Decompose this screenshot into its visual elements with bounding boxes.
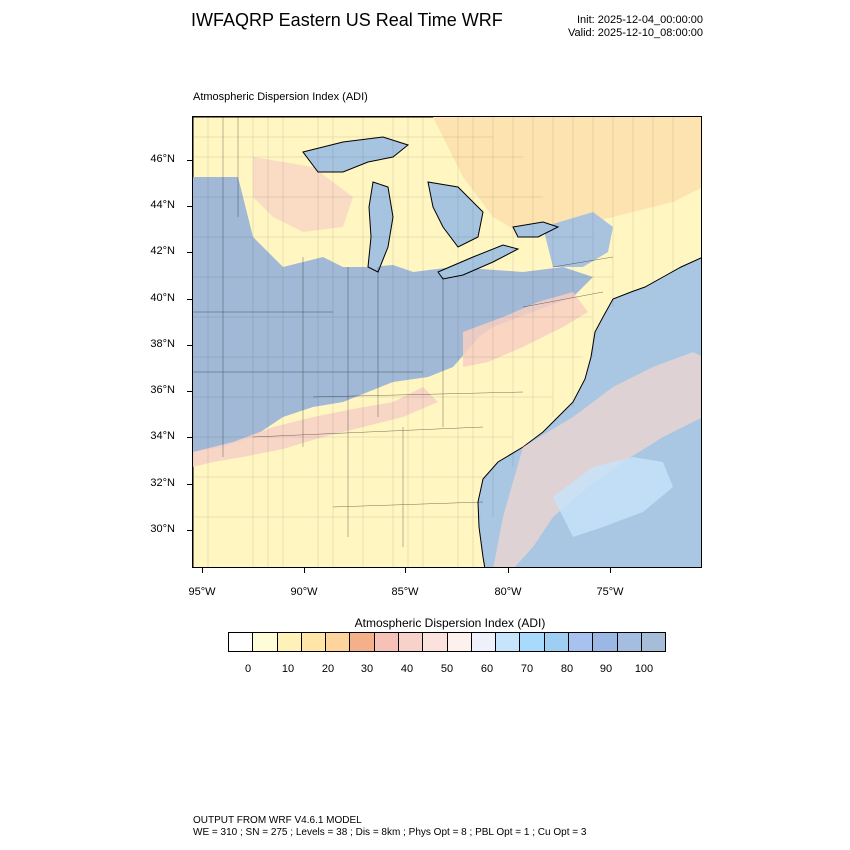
lat-tick [187, 345, 192, 346]
lat-tick [187, 391, 192, 392]
colorbar-swatch [568, 633, 594, 651]
state-borders [193, 117, 614, 547]
colorbar-swatch [277, 633, 302, 651]
lat-tick [187, 437, 192, 438]
adi-high-newyork [543, 212, 613, 267]
lon-label: 90°W [290, 586, 318, 598]
lake-huron [427, 181, 484, 248]
colorbar-swatch [641, 633, 666, 651]
colorbar-swatch [423, 633, 448, 651]
lat-tick [187, 160, 192, 161]
colorbar-label: 40 [400, 663, 414, 675]
colorbar-swatch [447, 633, 472, 651]
adi-mid-south [193, 387, 438, 467]
lat-tick [187, 484, 192, 485]
adi-high-west [193, 177, 513, 452]
colorbar-swatch [326, 633, 351, 651]
chart-title: IWFAQRP Eastern US Real Time WRF [191, 10, 503, 30]
colorbar-label: 80 [560, 663, 574, 675]
colorbar-label: 20 [321, 663, 335, 675]
run-times: Init: 2025-12-04_00:00:00 Valid: 2025-12… [520, 14, 703, 40]
colorbar-label: 60 [480, 663, 494, 675]
colorbar-title: Atmospheric Dispersion Index (ADI) [354, 616, 546, 630]
ocean-adi-band [493, 352, 701, 567]
lon-label: 95°W [188, 586, 216, 598]
map-subtitle: Atmospheric Dispersion Index (ADI) [193, 91, 368, 103]
lat-label: 38°N [150, 338, 175, 350]
lat-tick [187, 206, 192, 207]
lake-erie [437, 244, 520, 280]
lat-label: 44°N [150, 199, 175, 211]
county-grid [193, 117, 674, 567]
lat-tick [187, 299, 192, 300]
lat-label: 42°N [150, 245, 175, 257]
colorbar-swatch [471, 633, 497, 651]
lat-label: 34°N [150, 430, 175, 442]
colorbar [228, 632, 666, 652]
lon-tick [610, 568, 611, 573]
colorbar-swatch [350, 633, 375, 651]
adi-high-ohio [373, 267, 593, 372]
lat-tick [187, 530, 192, 531]
colorbar-swatch [617, 633, 642, 651]
colorbar-label: 100 [634, 663, 654, 675]
model-footer: OUTPUT FROM WRF V4.6.1 MODEL WE = 310 ; … [193, 815, 586, 839]
colorbar-swatch [374, 633, 399, 651]
colorbar-label: 90 [599, 663, 613, 675]
colorbar-label: 50 [440, 663, 454, 675]
canada [433, 117, 701, 235]
colorbar-label: 70 [520, 663, 534, 675]
lat-label: 40°N [150, 292, 175, 304]
adi-map [192, 116, 702, 568]
colorbar-label: 10 [281, 663, 295, 675]
lat-label: 36°N [150, 384, 175, 396]
lake-ontario [512, 221, 560, 238]
adi-mid-appalachia [463, 292, 588, 367]
lon-label: 85°W [391, 586, 419, 598]
colorbar-label: 30 [360, 663, 374, 675]
init-time: Init: 2025-12-04_00:00:00 [577, 14, 703, 26]
colorbar-swatch [593, 633, 618, 651]
colorbar-swatch [253, 633, 278, 651]
lat-label: 32°N [150, 477, 175, 489]
colorbar-label: 0 [244, 663, 252, 675]
colorbar-swatch [520, 633, 545, 651]
lat-tick [187, 252, 192, 253]
lon-tick [508, 568, 509, 573]
colorbar-swatch [398, 633, 424, 651]
valid-time: Valid: 2025-12-10_08:00:00 [568, 27, 703, 39]
lat-label: 46°N [150, 153, 175, 165]
lake-superior [302, 136, 410, 173]
lon-tick [202, 568, 203, 573]
lat-label: 30°N [150, 523, 175, 535]
colorbar-swatch [496, 633, 521, 651]
footer-line-1: OUTPUT FROM WRF V4.6.1 MODEL [193, 815, 362, 826]
lon-label: 80°W [494, 586, 522, 598]
colorbar-swatch [229, 633, 254, 651]
ocean-blue-blob [553, 457, 673, 537]
lon-tick [304, 568, 305, 573]
adi-mid-north [253, 157, 353, 232]
footer-line-2: WE = 310 ; SN = 275 ; Levels = 38 ; Dis … [193, 827, 587, 838]
colorbar-swatch [544, 633, 569, 651]
lon-label: 75°W [596, 586, 624, 598]
colorbar-swatch [301, 633, 327, 651]
lon-tick [405, 568, 406, 573]
map-canvas [193, 117, 701, 567]
